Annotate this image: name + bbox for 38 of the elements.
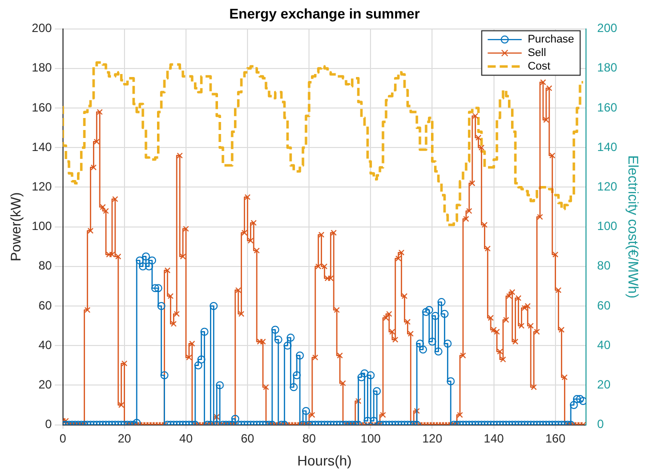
y-tick-label: 20 [38, 378, 52, 392]
y-tick-label: 80 [38, 258, 52, 273]
y-tick-label: 140 [32, 140, 52, 154]
x-tick-label: 120 [422, 431, 443, 446]
y-tick-label: 120 [32, 180, 52, 194]
x-tick-label: 40 [179, 431, 193, 446]
legend-label: Sell [528, 47, 546, 60]
x-tick-label: 0 [59, 431, 66, 446]
y2-tick-label: 80 [597, 258, 611, 273]
x-tick-label: 100 [360, 431, 382, 446]
x-tick-label: 80 [302, 431, 316, 446]
y2-tick-label: 40 [597, 338, 611, 352]
y2-tick-label: 140 [597, 140, 618, 154]
y-tick-label: 40 [38, 338, 52, 352]
y-tick-label: 100 [32, 219, 52, 234]
y-tick-label: 0 [45, 417, 52, 432]
x-tick-label: 140 [484, 431, 504, 446]
y2-tick-label: 180 [597, 60, 618, 75]
x-tick-label: 20 [118, 431, 132, 446]
y2-tick-label: 20 [597, 378, 611, 392]
chart-title: Energy exchange in summer [229, 5, 420, 22]
y2-axis-title: Electricity cost(€/MWh) [626, 155, 642, 298]
y2-tick-label: 160 [597, 100, 618, 114]
y-tick-label: 200 [32, 21, 52, 36]
y2-tick-label: 0 [597, 417, 604, 432]
legend-label: Purchase [528, 34, 574, 46]
y-tick-label: 60 [38, 298, 52, 312]
y2-tick-label: 60 [597, 298, 611, 312]
y-axis-title: Power(kW) [7, 192, 24, 262]
y2-tick-label: 120 [597, 180, 618, 194]
y2-tick-label: 100 [597, 219, 618, 234]
x-tick-label: 60 [240, 431, 255, 446]
y2-tick-label: 200 [597, 21, 618, 36]
x-axis-title: Hours(h) [297, 452, 352, 468]
y-tick-label: 160 [32, 100, 52, 114]
legend-label: Cost [528, 60, 550, 73]
x-tick-label: 160 [545, 431, 566, 446]
y-tick-label: 180 [32, 60, 52, 75]
